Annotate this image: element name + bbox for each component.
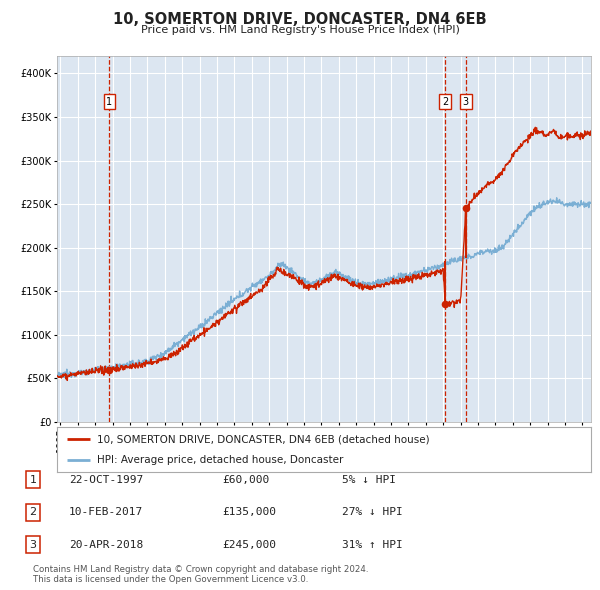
Text: 2: 2 [442,97,448,107]
Text: 20-APR-2018: 20-APR-2018 [69,540,143,549]
Text: 10, SOMERTON DRIVE, DONCASTER, DN4 6EB: 10, SOMERTON DRIVE, DONCASTER, DN4 6EB [113,12,487,27]
Text: 3: 3 [463,97,469,107]
Text: 31% ↑ HPI: 31% ↑ HPI [342,540,403,549]
Text: Price paid vs. HM Land Registry's House Price Index (HPI): Price paid vs. HM Land Registry's House … [140,25,460,35]
Text: 1: 1 [106,97,112,107]
Text: 10, SOMERTON DRIVE, DONCASTER, DN4 6EB (detached house): 10, SOMERTON DRIVE, DONCASTER, DN4 6EB (… [97,434,430,444]
Text: HPI: Average price, detached house, Doncaster: HPI: Average price, detached house, Donc… [97,455,343,465]
Text: £60,000: £60,000 [222,475,269,484]
Text: 1: 1 [29,475,37,484]
Text: 27% ↓ HPI: 27% ↓ HPI [342,507,403,517]
Text: 2: 2 [29,507,37,517]
Text: £135,000: £135,000 [222,507,276,517]
Text: 10-FEB-2017: 10-FEB-2017 [69,507,143,517]
Text: Contains HM Land Registry data © Crown copyright and database right 2024.
This d: Contains HM Land Registry data © Crown c… [33,565,368,584]
Text: 3: 3 [29,540,37,549]
Text: 22-OCT-1997: 22-OCT-1997 [69,475,143,484]
Text: 5% ↓ HPI: 5% ↓ HPI [342,475,396,484]
Text: £245,000: £245,000 [222,540,276,549]
